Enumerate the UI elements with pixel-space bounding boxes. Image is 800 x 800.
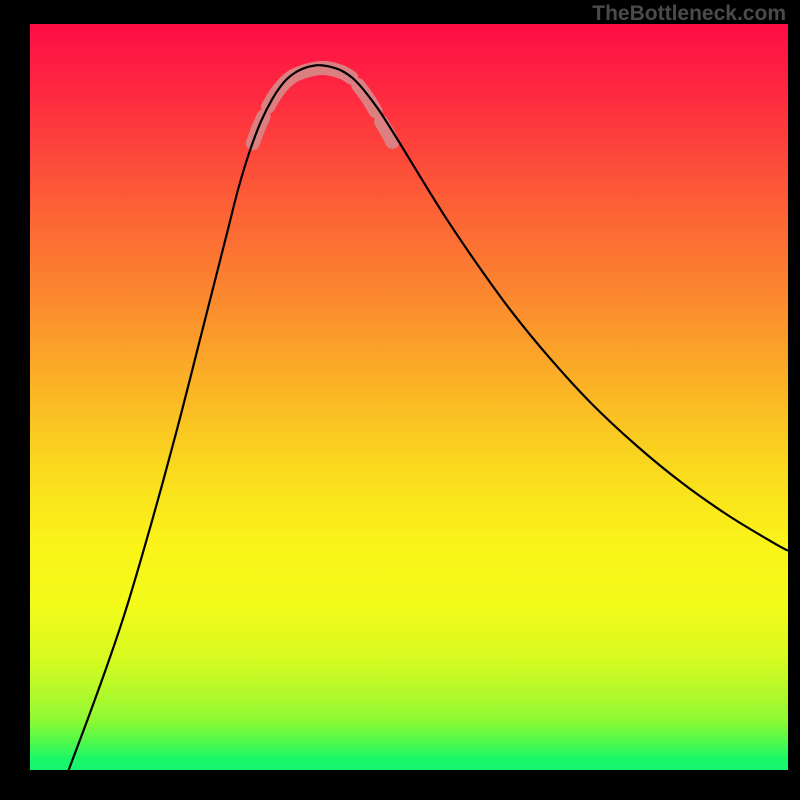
chart-svg: [0, 0, 800, 800]
bottleneck-chart: TheBottleneck.com: [0, 0, 800, 800]
watermark-text: TheBottleneck.com: [592, 2, 786, 26]
plot-background: [30, 24, 788, 770]
